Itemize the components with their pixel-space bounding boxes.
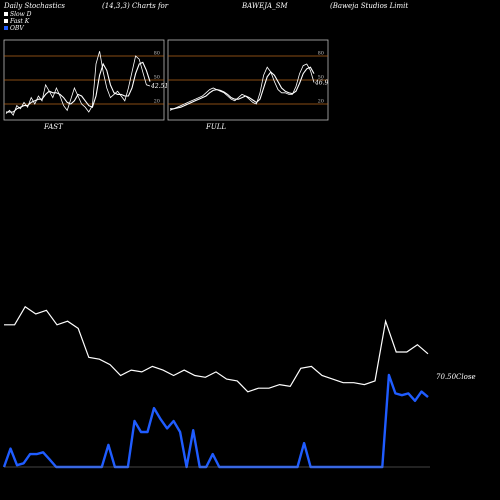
fast-panel-label: FAST	[43, 123, 64, 131]
fast-value-label: 42.51	[150, 83, 168, 90]
legend-label-slow-d: Slow D	[10, 11, 32, 18]
main-price-panel	[2, 305, 429, 469]
full-value-label: 46.9	[314, 79, 329, 86]
full-series-0-line	[169, 63, 315, 111]
obv-line	[2, 373, 429, 469]
fast-tick-label-50: 50	[154, 75, 160, 81]
legend-swatch-obv	[4, 26, 8, 30]
full-panel: 20 50 80 46.9	[168, 51, 329, 111]
fast-panel: 20 50 80 42.51	[4, 51, 168, 117]
company-label: (Baweja Studios Limit	[330, 2, 408, 10]
full-tick-label-20: 20	[318, 99, 324, 105]
symbol-label: BAWEJA_SM	[241, 2, 288, 10]
fast-tick-label-20: 20	[154, 99, 160, 105]
full-series-1-line	[170, 66, 315, 110]
chart-params: (14,3,3) Charts for	[102, 2, 169, 10]
chart-title: Daily Stochastics	[3, 2, 65, 10]
full-panel-label: FULL	[205, 123, 226, 131]
fast-series-1-line	[6, 61, 151, 113]
legend-label-fast-k: Fast K	[9, 18, 30, 25]
legend-label-obv: OBV	[10, 25, 24, 32]
legend-swatch-slow-d	[4, 12, 8, 16]
full-tick-label-50: 50	[318, 75, 324, 81]
fast-tick-label-80: 80	[154, 51, 160, 57]
full-tick-label-80: 80	[318, 51, 324, 57]
close-price-line	[4, 305, 429, 393]
legend-swatch-fast-k	[4, 19, 8, 23]
close-value-label: 70.50Close	[436, 373, 476, 381]
